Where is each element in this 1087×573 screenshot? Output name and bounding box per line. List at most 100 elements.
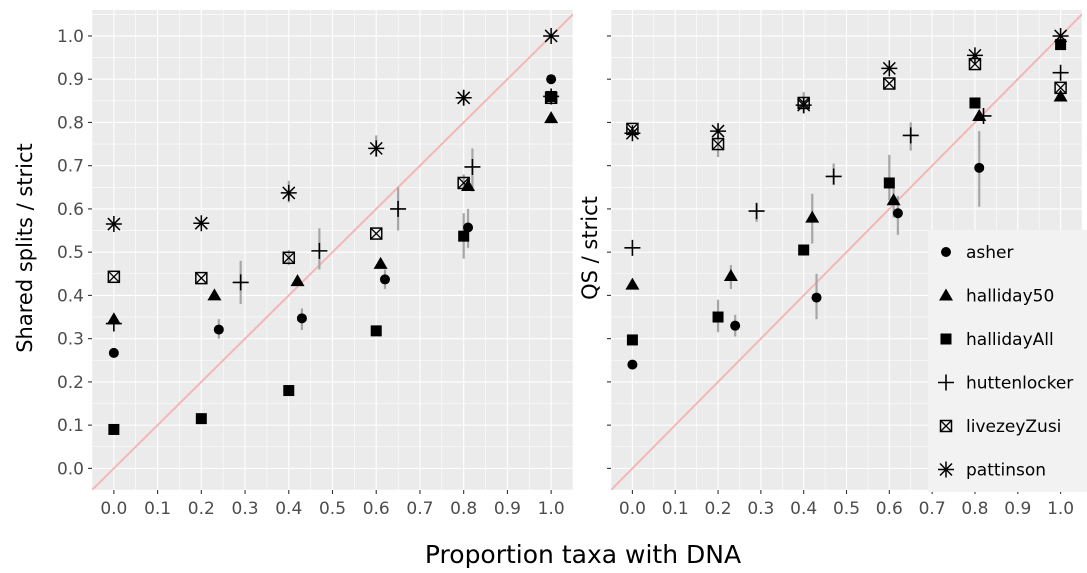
data-point: [1055, 39, 1067, 51]
legend-label: halliday50: [966, 287, 1054, 307]
x-tick-label: 0.8: [961, 499, 988, 519]
x-tick-label: 0.5: [833, 499, 860, 519]
y-tick-label: 0.2: [57, 373, 84, 393]
series-asher: [108, 74, 557, 358]
data-point: [464, 158, 481, 175]
data-point: [1052, 27, 1069, 44]
series-asher: [627, 39, 1066, 370]
data-point: [730, 320, 741, 331]
data-point: [883, 77, 896, 90]
x-tick-label: 0.0: [619, 499, 646, 519]
y-tick-label: 0.3: [57, 330, 84, 350]
data-point: [207, 288, 222, 301]
y-tick-label: 0.9: [57, 70, 84, 90]
legend-label: pattinson: [966, 461, 1046, 481]
legend-item-asher: asher: [934, 237, 1014, 267]
y-tick-label: 0.4: [57, 286, 84, 306]
data-point: [543, 27, 560, 44]
data-point: [232, 274, 249, 291]
data-point: [455, 89, 472, 106]
x-tick-label: 0.6: [363, 499, 390, 519]
x-tick-label: 0.9: [494, 499, 521, 519]
y-axis: 0.0 0.1 0.2 0.3 0.4 0.5 0.6 0.7 0.8 0.9 1.0: [57, 27, 92, 479]
y-tick-label: 0.5: [57, 243, 84, 263]
x-tick-label: 0.0: [100, 499, 127, 519]
left-chart-panel: 0.0 0.1 0.2 0.3 0.4 0.5 0.6 0.7 0.8 0.9 1.0 0.0 0.1 0…: [57, 10, 573, 519]
data-point: [1054, 81, 1067, 95]
y-tick-label: 0.1: [57, 416, 84, 436]
data-point: [311, 242, 328, 259]
data-point: [280, 184, 297, 201]
data-point: [625, 277, 640, 290]
data-point: [193, 215, 210, 232]
data-point: [974, 162, 985, 173]
x-tick-label: 0.1: [662, 499, 689, 519]
data-point: [969, 97, 981, 109]
data-point: [626, 334, 638, 346]
data-point: [624, 125, 641, 142]
data-point: [886, 193, 901, 206]
legend-label: asher: [966, 243, 1014, 263]
data-point: [975, 107, 992, 124]
data-point: [105, 315, 122, 332]
legend-item-halliday50: halliday50: [934, 280, 1054, 311]
data-point: [105, 216, 122, 233]
data-point: [463, 222, 474, 233]
y-axis-title-left: Shared splits / strict: [13, 143, 37, 353]
legend-key: [940, 333, 952, 345]
x-tick-label: 1.0: [1047, 499, 1074, 519]
series-livezeyZusi: [107, 91, 558, 285]
data-point: [710, 123, 727, 140]
data-point: [195, 413, 207, 425]
data-point: [390, 200, 407, 217]
x-tick-label: 0.9: [1004, 499, 1031, 519]
data-point: [795, 97, 812, 114]
x-tick-label: 0.2: [188, 499, 215, 519]
x-tick-label: 0.7: [406, 499, 433, 519]
data-point: [966, 47, 983, 64]
data-point: [108, 423, 120, 435]
legend-key: [938, 461, 954, 478]
data-point: [107, 270, 121, 284]
legend-item-huttenlocker: huttenlocker: [934, 367, 1073, 398]
legend-label: hallidayAll: [966, 330, 1054, 350]
data-point: [195, 271, 208, 285]
data-point: [213, 324, 224, 335]
legend-key: [938, 374, 954, 391]
y-tick-label: 0.0: [57, 459, 84, 479]
legend-label: livezeyZusi: [966, 417, 1061, 437]
data-point: [457, 176, 470, 190]
series-pattinson: [105, 27, 560, 233]
legend-key: [939, 419, 953, 433]
legend: asher halliday50 hallidayAll huttenlocker li…: [928, 230, 1087, 492]
data-point: [458, 230, 470, 242]
legend-background: [928, 230, 1087, 492]
data-point: [748, 203, 765, 220]
y-tick-label: 0.8: [57, 113, 84, 133]
data-point: [798, 244, 810, 256]
data-point: [373, 256, 388, 269]
data-point: [1052, 64, 1069, 81]
data-point: [282, 251, 296, 265]
data-point: [1053, 89, 1068, 102]
series-huttenlocker: [105, 88, 560, 332]
x-axis: 0.0 0.1 0.2 0.3 0.4 0.5 0.6 0.7 0.8 0.9 1.0: [619, 490, 1074, 519]
x-tick-label: 0.1: [144, 499, 171, 519]
y-tick-label: 1.0: [57, 27, 84, 47]
x-tick-label: 0.3: [747, 499, 774, 519]
series-huttenlocker: [624, 64, 1069, 256]
x-tick-label: 0.5: [319, 499, 346, 519]
x-tick-label: 1.0: [538, 499, 565, 519]
reference-line: [92, 13, 573, 490]
y-axis: [607, 35, 611, 469]
data-point: [883, 177, 895, 189]
data-point: [544, 91, 558, 105]
data-point: [369, 227, 383, 240]
legend-key: [941, 247, 951, 257]
data-point: [881, 60, 898, 77]
x-tick-label: 0.7: [919, 499, 946, 519]
data-point: [283, 385, 295, 397]
legend-item-pattinson: pattinson: [934, 454, 1046, 485]
y-tick-label: 0.7: [57, 157, 84, 177]
reference-line: [611, 13, 1082, 490]
